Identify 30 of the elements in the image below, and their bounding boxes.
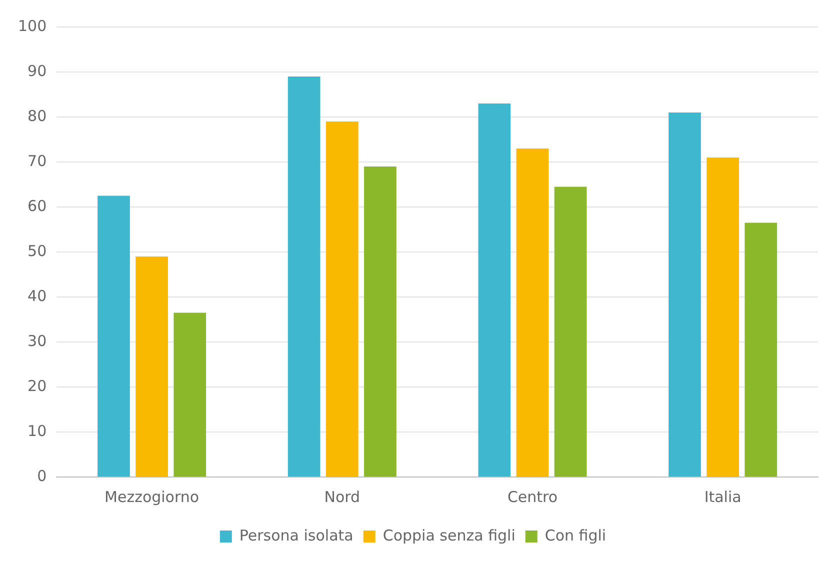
y-tick-label: 60 bbox=[28, 196, 47, 215]
x-tick-label: Mezzogiorno bbox=[104, 488, 200, 506]
bar bbox=[98, 196, 130, 476]
y-tick-label: 70 bbox=[28, 152, 47, 170]
bar bbox=[364, 166, 396, 476]
bar bbox=[478, 104, 511, 476]
legend-label: Con figli bbox=[544, 526, 606, 544]
bar bbox=[516, 148, 549, 476]
x-tick-label: Nord bbox=[324, 488, 360, 506]
bar bbox=[744, 222, 778, 476]
y-tick-label: 90 bbox=[28, 62, 47, 80]
bar bbox=[668, 112, 701, 476]
bar bbox=[326, 122, 358, 476]
y-tick-label: 10 bbox=[28, 422, 47, 440]
bar bbox=[706, 158, 740, 476]
x-tick-label: Italia bbox=[704, 488, 742, 506]
legend-label: Persona isolata bbox=[239, 526, 354, 544]
bar bbox=[288, 76, 320, 476]
legend-label: Coppia senza figli bbox=[382, 526, 516, 544]
bar bbox=[136, 256, 168, 476]
y-tick-label: 20 bbox=[28, 376, 47, 395]
x-tick-label: Centro bbox=[507, 488, 558, 506]
y-tick-label: 40 bbox=[28, 286, 47, 305]
y-tick-label: 50 bbox=[28, 242, 47, 260]
y-tick-label: 100 bbox=[18, 16, 47, 35]
y-tick-label: 30 bbox=[28, 332, 47, 350]
bar bbox=[174, 312, 206, 476]
y-tick-label: 80 bbox=[28, 106, 47, 125]
y-tick-label: 0 bbox=[37, 466, 47, 485]
bar bbox=[554, 186, 587, 476]
